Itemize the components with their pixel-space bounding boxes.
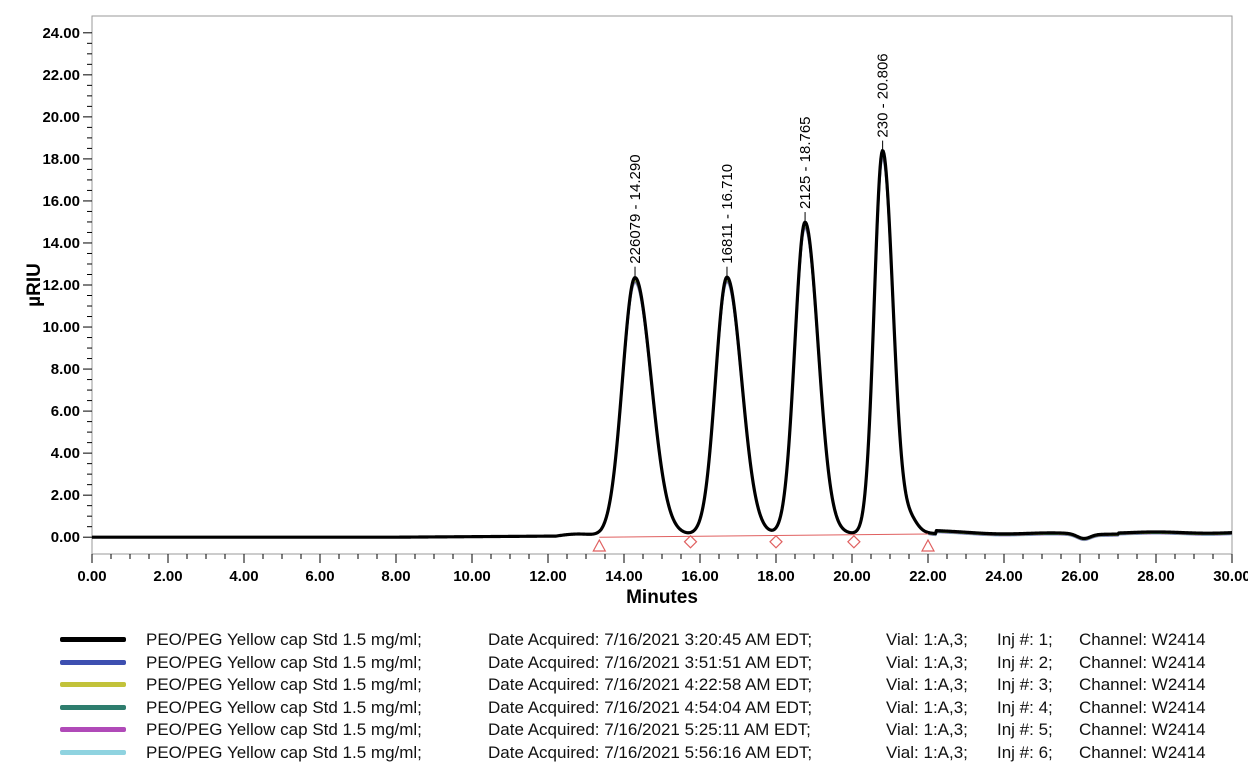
legend-entry: PEO/PEG Yellow cap Std 1.5 mg/ml; Date Ac… xyxy=(60,674,1240,697)
peak-label: 16811 - 16.710 xyxy=(719,164,736,264)
x-tick-label: 2.00 xyxy=(153,568,182,585)
x-axis-label: Minutes xyxy=(626,587,698,608)
legend-sample-name: PEO/PEG Yellow cap Std 1.5 mg/ml; xyxy=(146,675,422,695)
legend-injection: Inj #: 6; xyxy=(997,742,1053,762)
legend-injection: Inj #: 5; xyxy=(997,720,1053,740)
legend-channel: Channel: W2414 xyxy=(1079,652,1206,672)
legend-date-acquired: Date Acquired: 7/16/2021 3:51:51 AM EDT; xyxy=(488,652,813,672)
legend-injection: Inj #: 3; xyxy=(997,675,1053,695)
legend-vial: Vial: 1:A,3; xyxy=(886,742,968,762)
x-tick-label: 6.00 xyxy=(305,568,334,585)
integration-markers xyxy=(592,533,936,552)
y-tick-label: 6.00 xyxy=(51,403,80,420)
legend-channel: Channel: W2414 xyxy=(1079,630,1206,649)
y-tick-label: 0.00 xyxy=(51,529,80,546)
peak-labels: 226079 - 14.290 16811 - 16.710 2125 - 18.7… xyxy=(627,53,892,277)
x-tick-label: 18.00 xyxy=(757,568,795,585)
x-tick-label: 20.00 xyxy=(833,568,871,585)
legend-sample-name: PEO/PEG Yellow cap Std 1.5 mg/ml; xyxy=(146,720,422,740)
legend-injection: Inj #: 4; xyxy=(997,697,1053,717)
y-tick-label: 4.00 xyxy=(51,445,80,462)
legend-sample-name: PEO/PEG Yellow cap Std 1.5 mg/ml; xyxy=(146,697,422,717)
legend-vial: Vial: 1:A,3; xyxy=(886,630,968,649)
legend-sample-name: PEO/PEG Yellow cap Std 1.5 mg/ml; xyxy=(146,652,422,672)
legend-swatch xyxy=(60,659,126,665)
legend-channel: Channel: W2414 xyxy=(1079,720,1206,740)
y-tick-label: 10.00 xyxy=(42,319,80,336)
x-tick-label: 28.00 xyxy=(1137,568,1175,585)
triangle-marker xyxy=(920,538,936,552)
legend-channel: Channel: W2414 xyxy=(1079,742,1206,762)
legend-sample-name: PEO/PEG Yellow cap Std 1.5 mg/ml; xyxy=(146,630,422,649)
x-tick-label: 30.00 xyxy=(1213,568,1248,585)
y-tick-label: 22.00 xyxy=(42,67,80,84)
y-tick-label: 24.00 xyxy=(42,25,80,42)
x-tick-label: 16.00 xyxy=(681,568,719,585)
x-tick-label: 10.00 xyxy=(453,568,491,585)
legend-entry: PEO/PEG Yellow cap Std 1.5 mg/ml; Date Ac… xyxy=(60,629,1240,652)
legend-entry: PEO/PEG Yellow cap Std 1.5 mg/ml; Date Ac… xyxy=(60,652,1240,675)
x-tick-label: 8.00 xyxy=(381,568,410,585)
y-axis: 0.00 2.00 4.00 6.00 8.00 10.00 12.00 14.00 16.00… xyxy=(42,25,92,546)
x-tick-label: 14.00 xyxy=(605,568,643,585)
legend-injection: Inj #: 1; xyxy=(997,630,1053,649)
legend-injection: Inj #: 2; xyxy=(997,652,1053,672)
legend-vial: Vial: 1:A,3; xyxy=(886,675,968,695)
legend-entry: PEO/PEG Yellow cap Std 1.5 mg/ml; Date Ac… xyxy=(60,719,1240,742)
chromatogram-traces xyxy=(91,149,1233,542)
legend-swatch xyxy=(60,704,126,710)
legend-vial: Vial: 1:A,3; xyxy=(886,720,968,740)
legend-vial: Vial: 1:A,3; xyxy=(886,697,968,717)
x-tick-label: 26.00 xyxy=(1061,568,1099,585)
legend-date-acquired: Date Acquired: 7/16/2021 5:25:11 AM EDT; xyxy=(488,720,811,740)
series-line-6 xyxy=(91,157,1233,542)
legend-date-acquired: Date Acquired: 7/16/2021 4:22:58 AM EDT; xyxy=(488,675,813,695)
y-tick-label: 14.00 xyxy=(42,235,80,252)
y-axis-label: µRIU xyxy=(24,263,45,307)
legend-channel: Channel: W2414 xyxy=(1079,675,1206,695)
x-tick-label: 4.00 xyxy=(229,568,258,585)
legend-date-acquired: Date Acquired: 7/16/2021 4:54:04 AM EDT; xyxy=(488,697,813,717)
y-tick-label: 16.00 xyxy=(42,193,80,210)
x-tick-label: 12.00 xyxy=(529,568,567,585)
y-tick-label: 2.00 xyxy=(51,487,80,504)
legend-swatch xyxy=(60,682,126,688)
x-tick-label: 0.00 xyxy=(77,568,106,585)
diamond-marker xyxy=(769,534,783,549)
series-line-1 xyxy=(91,149,1233,541)
diamond-marker xyxy=(683,534,698,549)
x-axis: 0.00 2.00 4.00 6.00 8.00 10.00 12.00 14.00 16.00… xyxy=(77,554,1248,585)
y-tick-label: 20.00 xyxy=(42,109,80,126)
y-tick-label: 12.00 xyxy=(42,277,80,294)
triangle-marker xyxy=(592,538,607,552)
series-line-4 xyxy=(91,154,1233,541)
peak-label: 226079 - 14.290 xyxy=(627,154,644,263)
legend-channel: Channel: W2414 xyxy=(1079,697,1206,717)
chromatogram-chart: 0.00 2.00 4.00 6.00 8.00 10.00 12.00 14.00 16.00… xyxy=(24,15,1248,608)
legend-swatch xyxy=(60,727,126,733)
integration-baseline xyxy=(599,533,929,538)
x-tick-label: 24.00 xyxy=(985,568,1023,585)
legend-entry: PEO/PEG Yellow cap Std 1.5 mg/ml; Date Ac… xyxy=(60,697,1240,720)
legend-sample-name: PEO/PEG Yellow cap Std 1.5 mg/ml; xyxy=(146,742,422,762)
y-tick-label: 8.00 xyxy=(51,361,80,378)
diamond-marker xyxy=(847,534,861,549)
y-tick-label: 18.00 xyxy=(42,151,80,168)
legend-entry: PEO/PEG Yellow cap Std 1.5 mg/ml; Date Ac… xyxy=(60,742,1240,765)
peak-label: 2125 - 18.765 xyxy=(797,116,814,209)
legend: PEO/PEG Yellow cap Std 1.5 mg/ml; Date Ac… xyxy=(60,629,1240,765)
x-tick-label: 22.00 xyxy=(909,568,947,585)
legend-swatch xyxy=(60,637,126,642)
legend-vial: Vial: 1:A,3; xyxy=(886,652,968,672)
legend-date-acquired: Date Acquired: 7/16/2021 3:20:45 AM EDT; xyxy=(488,630,813,649)
series-line-5 xyxy=(91,155,1233,541)
legend-date-acquired: Date Acquired: 7/16/2021 5:56:16 AM EDT; xyxy=(488,742,813,762)
legend-swatch xyxy=(60,749,126,755)
peak-label: 230 - 20.806 xyxy=(875,53,892,137)
